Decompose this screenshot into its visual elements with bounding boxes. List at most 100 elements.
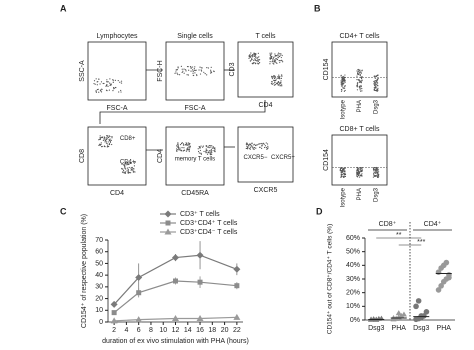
event-dot bbox=[121, 167, 123, 170]
event-dot bbox=[211, 145, 213, 147]
event-dot bbox=[340, 88, 343, 91]
x-category: PHA bbox=[357, 188, 363, 200]
event-dot bbox=[254, 53, 257, 56]
x-tick-label: 10 bbox=[159, 327, 167, 334]
data-point bbox=[400, 311, 407, 317]
data-point bbox=[415, 298, 422, 304]
x-axis-label: duration of ex vivo stimulation with PHA… bbox=[102, 338, 249, 345]
event-dot bbox=[375, 169, 377, 171]
event-dot bbox=[273, 84, 276, 86]
event-dot bbox=[103, 138, 105, 140]
event-dot bbox=[128, 166, 130, 169]
plot-title: T cells bbox=[255, 33, 276, 40]
y-axis-label: CD8 bbox=[79, 149, 86, 163]
event-dot bbox=[176, 144, 179, 146]
event-dot bbox=[264, 145, 267, 147]
group-header: CD8⁺ bbox=[379, 221, 397, 228]
event-dot bbox=[203, 150, 205, 153]
event-dot bbox=[124, 172, 127, 174]
event-dot bbox=[100, 81, 103, 83]
event-dot bbox=[269, 63, 271, 65]
y-axis-label: CD154 bbox=[323, 149, 330, 171]
event-dot bbox=[253, 144, 255, 146]
event-dot bbox=[206, 153, 209, 155]
event-dot bbox=[183, 149, 186, 151]
event-dot bbox=[277, 56, 279, 58]
event-dot bbox=[209, 145, 211, 147]
event-dot bbox=[214, 149, 216, 151]
event-dot bbox=[375, 80, 377, 82]
event-dot bbox=[261, 147, 263, 149]
event-dot bbox=[359, 89, 361, 91]
event-dot bbox=[273, 56, 275, 58]
event-dot bbox=[358, 167, 360, 169]
event-dot bbox=[106, 84, 108, 86]
event-dot bbox=[131, 166, 133, 169]
event-dot bbox=[360, 167, 362, 169]
event-dot bbox=[248, 55, 250, 57]
event-dot bbox=[187, 142, 189, 144]
event-dot bbox=[206, 74, 208, 76]
event-dot bbox=[359, 88, 361, 90]
data-point bbox=[443, 259, 450, 266]
event-dot bbox=[210, 154, 212, 156]
event-dot bbox=[357, 72, 359, 74]
event-dot bbox=[361, 170, 363, 172]
x-category: Dsg3 bbox=[374, 187, 380, 202]
event-dot bbox=[182, 143, 185, 145]
event-dot bbox=[127, 171, 129, 174]
event-dot bbox=[107, 136, 109, 138]
event-dot bbox=[271, 52, 273, 54]
event-dot bbox=[257, 56, 259, 59]
event-dot bbox=[258, 143, 260, 145]
y-tick-label: 60% bbox=[346, 235, 360, 242]
event-dot bbox=[187, 147, 189, 149]
x-axis-label: FSC-A bbox=[185, 105, 206, 112]
event-dot bbox=[374, 175, 376, 177]
event-dot bbox=[191, 66, 194, 68]
event-dot bbox=[98, 139, 100, 141]
event-dot bbox=[344, 81, 346, 84]
event-dot bbox=[342, 173, 345, 175]
event-dot bbox=[125, 161, 128, 163]
event-dot bbox=[105, 137, 107, 139]
event-dot bbox=[360, 72, 362, 74]
event-dot bbox=[376, 80, 378, 83]
event-dot bbox=[377, 78, 379, 80]
event-dot bbox=[207, 146, 209, 148]
legend-marker bbox=[165, 220, 171, 226]
event-dot bbox=[198, 69, 200, 71]
event-dot bbox=[248, 57, 250, 59]
event-dot bbox=[375, 166, 378, 169]
event-dot bbox=[186, 144, 189, 146]
event-dot bbox=[251, 55, 253, 57]
event-dot bbox=[342, 171, 344, 173]
event-dot bbox=[374, 84, 376, 86]
event-dot bbox=[359, 81, 362, 83]
x-tick-label: 4 bbox=[124, 327, 128, 334]
event-dot bbox=[183, 147, 185, 149]
event-dot bbox=[120, 82, 123, 84]
event-dot bbox=[275, 61, 277, 64]
data-point bbox=[398, 312, 405, 318]
event-dot bbox=[279, 84, 281, 87]
event-dot bbox=[342, 79, 344, 81]
event-dot bbox=[105, 141, 107, 143]
gate-label: CD8+ bbox=[120, 136, 136, 142]
event-dot bbox=[121, 163, 123, 165]
plot-title: CD4+ T cells bbox=[339, 33, 380, 40]
event-dot bbox=[106, 79, 108, 81]
event-dot bbox=[184, 69, 187, 71]
y-tick-label: 50% bbox=[346, 249, 360, 256]
y-tick-label: 70 bbox=[95, 237, 103, 244]
event-dot bbox=[279, 75, 281, 78]
event-dot bbox=[197, 148, 199, 150]
event-dot bbox=[264, 146, 266, 149]
data-point bbox=[438, 283, 444, 289]
event-dot bbox=[133, 168, 135, 170]
plot-frame bbox=[237, 126, 294, 183]
event-dot bbox=[253, 146, 256, 149]
event-dot bbox=[177, 145, 179, 147]
event-dot bbox=[276, 77, 278, 79]
